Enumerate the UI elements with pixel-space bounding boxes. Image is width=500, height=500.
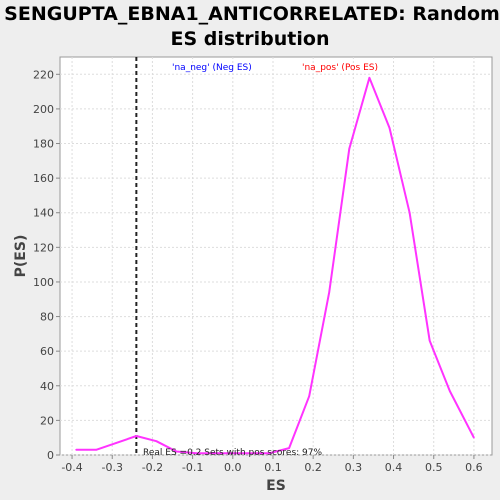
data-point [308, 395, 310, 397]
x-tick-label: -0.1 [182, 461, 203, 474]
y-tick-label: 160 [33, 172, 54, 185]
data-point [473, 436, 475, 439]
x-tick-label: 0.0 [224, 461, 242, 474]
y-tick-label: 140 [33, 207, 54, 220]
y-axis-ticks: 0 20 40 60 80 100 120 140 160 180 200 220 [33, 68, 60, 462]
x-tick-label: 0.3 [345, 461, 363, 474]
x-tick-label: 0.5 [425, 461, 443, 474]
y-tick-label: 80 [40, 311, 54, 324]
x-tick-label: 0.6 [465, 461, 483, 474]
x-tick-label: -0.4 [61, 461, 82, 474]
series-points [75, 76, 475, 455]
data-point [175, 450, 178, 453]
chart-title-line-1: SENGUPTA_EBNA1_ANTICORRELATED: Random [4, 3, 500, 25]
data-point [268, 452, 270, 455]
data-point [256, 452, 258, 455]
y-tick-label: 40 [40, 380, 54, 393]
data-point [348, 147, 351, 150]
x-tick-label: -0.3 [102, 461, 123, 474]
y-tick-label: 60 [40, 345, 54, 358]
grid [60, 57, 492, 456]
data-point [428, 339, 431, 342]
x-tick-label: 0.4 [385, 461, 403, 474]
data-point [115, 442, 118, 444]
x-axis-ticks: -0.4 -0.3 -0.2 -0.1 0.0 0.1 0.2 0.3 0.4 0.5 0.6 [61, 455, 483, 474]
data-point [449, 390, 451, 392]
data-point [328, 291, 331, 294]
x-tick-label: -0.2 [142, 461, 163, 474]
data-point [215, 452, 218, 455]
y-tick-label: 0 [47, 449, 54, 462]
data-point [408, 211, 411, 214]
plot-area [59, 56, 493, 456]
data-point [288, 447, 290, 449]
data-point [75, 449, 77, 451]
real-es-footer: Real ES =0.2 Sets with pos scores: 97% [143, 448, 323, 458]
y-tick-label: 120 [33, 241, 54, 254]
data-point [368, 76, 371, 79]
data-point [195, 452, 198, 455]
data-point [388, 127, 391, 129]
y-tick-label: 180 [33, 138, 54, 151]
y-axis-title: P(ES) [13, 235, 29, 278]
chart-title-line-2: ES distribution [171, 28, 330, 50]
pos-es-label: 'na_pos' (Pos ES) [302, 63, 378, 73]
x-tick-label: 0.1 [264, 461, 282, 474]
y-tick-label: 100 [33, 276, 54, 289]
y-tick-label: 20 [40, 414, 54, 427]
x-axis-title: ES [266, 478, 286, 494]
data-point [155, 440, 158, 442]
y-tick-label: 200 [33, 103, 54, 116]
y-tick-label: 220 [33, 68, 54, 81]
neg-es-label: 'na_neg' (Neg ES) [172, 63, 252, 73]
data-point [95, 449, 97, 451]
x-tick-label: 0.2 [304, 461, 322, 474]
data-point [236, 452, 238, 455]
data-point [135, 435, 138, 437]
